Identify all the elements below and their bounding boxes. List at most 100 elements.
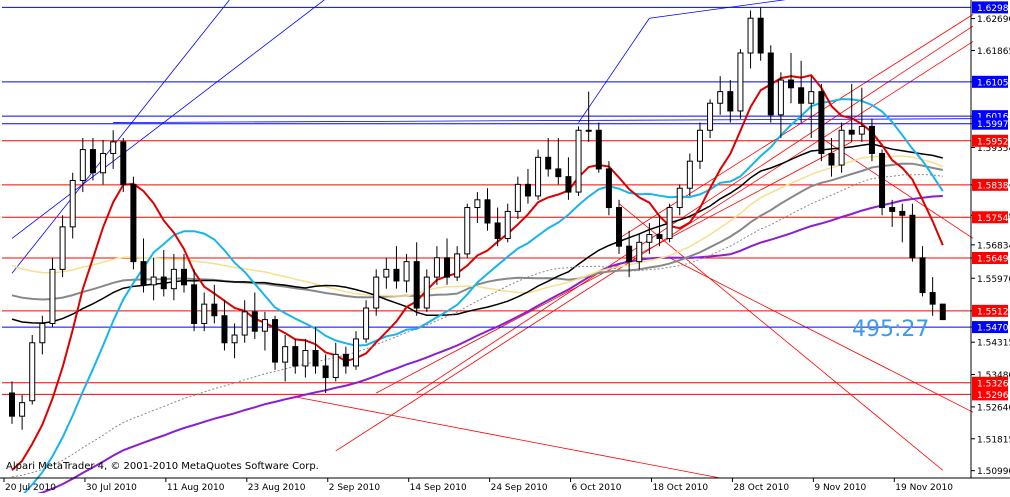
y-tick-label: 1.61865 (977, 47, 1010, 57)
x-tick-label: 24 Sep 2010 (491, 483, 548, 493)
candle-body (150, 276, 157, 286)
candle-body (211, 303, 218, 317)
candle-body (9, 392, 15, 417)
candle-body (717, 91, 724, 104)
candle-body (555, 168, 562, 178)
candle-body (868, 125, 875, 154)
candle-body (798, 87, 805, 104)
price-tag (972, 1, 1008, 14)
x-tick-label: 11 Aug 2010 (167, 483, 225, 493)
candle-body (160, 276, 167, 290)
price-tag-label: 1.52964 (977, 391, 1010, 401)
price-tag (972, 252, 1008, 265)
x-tick-label: 20 Jul 2010 (5, 483, 56, 493)
candle-body (302, 350, 309, 367)
x-tick-label: 18 Oct 2010 (652, 483, 708, 493)
candle-body (29, 342, 36, 402)
candle-body (49, 268, 56, 324)
candle-body (170, 268, 177, 290)
candle-body (808, 91, 815, 104)
candle-body (696, 129, 703, 162)
candle-body (707, 102, 714, 131)
candle-body (605, 168, 612, 209)
trendline (669, 257, 974, 413)
candle-body (59, 226, 66, 270)
candle-body (595, 129, 602, 170)
candle-body (666, 207, 673, 239)
candle-body (909, 214, 916, 259)
candle-body (100, 152, 107, 174)
candle-body (889, 207, 896, 212)
candle-body (565, 176, 572, 193)
candle-body (120, 141, 127, 185)
candle-body (332, 353, 339, 379)
candle-body (282, 346, 289, 363)
candle-body (79, 149, 86, 182)
price-tag-label: 1.60165 (977, 113, 1010, 123)
candle-body (626, 245, 633, 263)
candle-body (504, 210, 511, 239)
candle-body (352, 338, 359, 367)
candle-body (686, 160, 693, 189)
candle-body (292, 346, 299, 367)
moving-average-line (22, 195, 943, 497)
candle-body (403, 261, 410, 282)
copyright-label: Alpari MetaTrader 4, © 2001-2010 MetaQuo… (6, 461, 319, 472)
x-tick-label: 23 Aug 2010 (248, 483, 306, 493)
candle-body (484, 199, 491, 224)
trendline (821, 137, 974, 239)
x-tick-label: 6 Oct 2010 (572, 483, 622, 493)
candle-body (636, 241, 643, 263)
moving-average-line (11, 74, 944, 472)
y-tick-label: 1.54315 (977, 339, 1010, 349)
candle-body (879, 152, 886, 209)
price-tag (972, 117, 1008, 130)
price-tag-label: 1.57548 (977, 214, 1010, 224)
trendline (113, 118, 974, 123)
price-tag (972, 321, 1008, 334)
bar-countdown: 495:27 (852, 317, 929, 342)
candle-body (140, 261, 147, 286)
candle-body (788, 79, 795, 89)
price-tag (972, 134, 1008, 147)
moving-average-line (11, 162, 944, 301)
candle-body (858, 125, 865, 135)
x-tick-label: 30 Jul 2010 (86, 483, 137, 493)
candle-body (261, 319, 268, 332)
price-tag-label: 1.59970 (977, 120, 1010, 130)
candle-body (727, 91, 734, 112)
candle-body (464, 207, 471, 255)
price-tag-label: 1.53264 (977, 379, 1010, 389)
y-tick-label: 1.55970 (977, 275, 1010, 285)
candle-body (322, 365, 329, 379)
price-tag-label: 1.58388 (977, 181, 1010, 191)
y-tick-label: 1.53480 (977, 371, 1010, 381)
x-tick-label: 19 Nov 2010 (895, 483, 953, 493)
candle-body (494, 222, 501, 239)
price-tag (972, 388, 1008, 401)
candle-body (616, 207, 623, 247)
candle-body (221, 315, 228, 344)
x-tick-label: 28 Oct 2010 (733, 483, 789, 493)
candles-layer (9, 7, 946, 430)
x-tick-label: 2 Sep 2010 (329, 483, 381, 493)
price-tag-label: 1.61054 (977, 78, 1010, 88)
candle-body (524, 183, 531, 197)
candle-body (737, 52, 744, 112)
moving-averages-layer (11, 74, 944, 497)
candle-body (828, 152, 835, 166)
candle-body (575, 129, 582, 193)
candle-body (383, 268, 390, 278)
price-tag (972, 75, 1008, 88)
candle-body (89, 149, 96, 174)
candle-body (747, 17, 754, 54)
candle-body (848, 129, 855, 135)
candle-body (191, 284, 198, 324)
candle-body (433, 257, 440, 278)
y-tick-label: 1.50990 (977, 467, 1010, 477)
candle-body (656, 234, 663, 239)
price-tag-label: 1.55126 (977, 307, 1010, 317)
candle-body (474, 199, 481, 209)
